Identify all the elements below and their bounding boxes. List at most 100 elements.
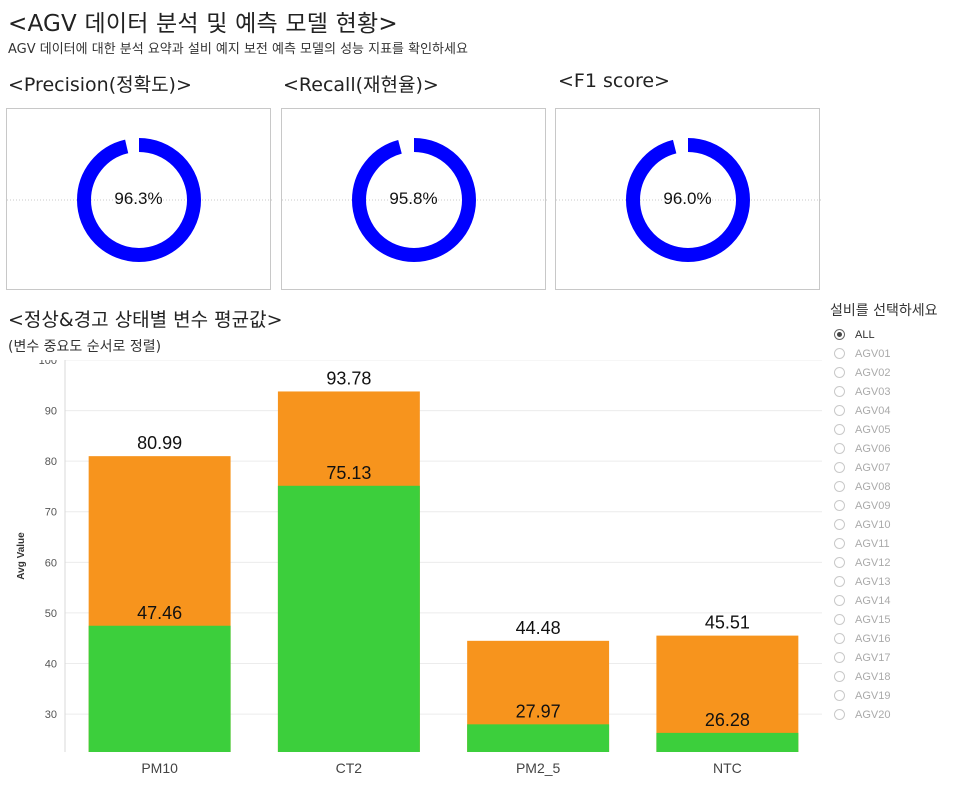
filter-option-agv05[interactable]: AGV05 bbox=[834, 420, 890, 439]
warning-value-label: 44.48 bbox=[516, 618, 561, 638]
filter-option-agv10[interactable]: AGV10 bbox=[834, 515, 890, 534]
filter-option-agv06[interactable]: AGV06 bbox=[834, 439, 890, 458]
filter-option-label: AGV17 bbox=[855, 651, 891, 664]
filter-option-label: ALL bbox=[855, 328, 875, 341]
radio-icon[interactable] bbox=[834, 614, 845, 625]
bar-warning[interactable] bbox=[656, 635, 799, 752]
f1-donut bbox=[556, 138, 821, 262]
recall-title: <Recall(재현율)> bbox=[283, 74, 439, 96]
bar-chart[interactable]: 30 40 50 60 70 80 90 100 Avg Value 80.99 47.46 PM10… bbox=[0, 360, 830, 789]
filter-option-label: AGV18 bbox=[855, 670, 891, 683]
radio-icon[interactable] bbox=[834, 671, 845, 682]
filter-option-agv15[interactable]: AGV15 bbox=[834, 610, 890, 629]
x-tick-label: PM10 bbox=[141, 760, 178, 776]
filter-option-agv16[interactable]: AGV16 bbox=[834, 629, 890, 648]
normal-value-label: 75.13 bbox=[326, 463, 371, 483]
filter-option-label: AGV15 bbox=[855, 613, 891, 626]
y-tick-label: 60 bbox=[45, 557, 57, 569]
radio-icon[interactable] bbox=[834, 443, 845, 454]
y-tick-label: 50 bbox=[45, 608, 57, 620]
filter-option-label: AGV20 bbox=[855, 708, 891, 721]
f1-card[interactable]: 96.0% bbox=[555, 108, 821, 290]
filter-option-agv20[interactable]: AGV20 bbox=[834, 705, 890, 724]
f1-value: 96.0% bbox=[663, 189, 712, 208]
warning-value-label: 93.78 bbox=[326, 368, 371, 388]
radio-icon[interactable] bbox=[834, 595, 845, 606]
filter-option-agv13[interactable]: AGV13 bbox=[834, 572, 890, 591]
filter-option-all[interactable]: ALL bbox=[834, 325, 890, 344]
recall-card[interactable]: 95.8% bbox=[281, 108, 547, 290]
radio-icon[interactable] bbox=[834, 500, 845, 511]
radio-icon[interactable] bbox=[834, 424, 845, 435]
y-tick-label: 90 bbox=[45, 406, 57, 418]
radio-icon[interactable] bbox=[834, 348, 845, 359]
bar-normal[interactable] bbox=[656, 732, 799, 752]
filter-option-agv18[interactable]: AGV18 bbox=[834, 667, 890, 686]
precision-donut bbox=[7, 138, 272, 262]
bar-normal[interactable] bbox=[467, 724, 610, 752]
radio-icon[interactable] bbox=[834, 690, 845, 701]
filter-option-agv11[interactable]: AGV11 bbox=[834, 534, 890, 553]
filter-option-label: AGV01 bbox=[855, 347, 891, 360]
chart-section-title: <정상&경고 상태별 변수 평균값> bbox=[8, 309, 283, 331]
kpi-ring-arc bbox=[352, 138, 476, 262]
radio-icon[interactable] bbox=[834, 633, 845, 644]
filter-option-agv19[interactable]: AGV19 bbox=[834, 686, 890, 705]
filter-option-label: AGV19 bbox=[855, 689, 891, 702]
filter-option-label: AGV13 bbox=[855, 575, 891, 588]
filter-option-agv03[interactable]: AGV03 bbox=[834, 382, 890, 401]
filter-option-agv04[interactable]: AGV04 bbox=[834, 401, 890, 420]
precision-title: <Precision(정확도)> bbox=[8, 74, 192, 96]
chart-section-subtitle: (변수 중요도 순서로 정렬) bbox=[8, 339, 162, 355]
filter-option-agv17[interactable]: AGV17 bbox=[834, 648, 890, 667]
radio-icon[interactable] bbox=[834, 405, 845, 416]
filter-option-label: AGV14 bbox=[855, 594, 891, 607]
filter-option-agv01[interactable]: AGV01 bbox=[834, 344, 890, 363]
bar-normal[interactable] bbox=[88, 625, 231, 752]
filter-option-label: AGV04 bbox=[855, 404, 891, 417]
normal-value-label: 27.97 bbox=[516, 701, 561, 721]
warning-value-label: 45.51 bbox=[705, 613, 750, 633]
y-tick-label: 100 bbox=[39, 360, 57, 367]
f1-title: <F1 score> bbox=[558, 70, 670, 92]
radio-icon[interactable] bbox=[834, 557, 845, 568]
precision-card[interactable]: 96.3% bbox=[6, 108, 272, 290]
radio-icon[interactable] bbox=[834, 519, 845, 530]
radio-icon[interactable] bbox=[834, 709, 845, 720]
filter-option-label: AGV02 bbox=[855, 366, 891, 379]
y-tick-label: 30 bbox=[45, 709, 57, 721]
filter-option-label: AGV16 bbox=[855, 632, 891, 645]
radio-icon[interactable] bbox=[834, 329, 845, 340]
filter-option-agv14[interactable]: AGV14 bbox=[834, 591, 890, 610]
y-tick-label: 40 bbox=[45, 658, 57, 670]
normal-value-label: 26.28 bbox=[705, 710, 750, 730]
radio-icon[interactable] bbox=[834, 386, 845, 397]
precision-value: 96.3% bbox=[114, 189, 163, 208]
page-subtitle: AGV 데이터에 대한 분석 요약과 설비 예지 보전 예측 모델의 성능 지표… bbox=[8, 42, 468, 57]
filter-option-agv09[interactable]: AGV09 bbox=[834, 496, 890, 515]
filter-option-agv12[interactable]: AGV12 bbox=[834, 553, 890, 572]
radio-icon[interactable] bbox=[834, 462, 845, 473]
radio-icon[interactable] bbox=[834, 652, 845, 663]
recall-donut bbox=[282, 138, 547, 262]
radio-icon[interactable] bbox=[834, 481, 845, 492]
y-axis-label: Avg Value bbox=[16, 532, 27, 580]
x-tick-label: NTC bbox=[713, 760, 742, 776]
radio-icon[interactable] bbox=[834, 576, 845, 587]
filter-option-label: AGV06 bbox=[855, 442, 891, 455]
radio-icon[interactable] bbox=[834, 367, 845, 378]
filter-option-agv08[interactable]: AGV08 bbox=[834, 477, 890, 496]
radio-icon[interactable] bbox=[834, 538, 845, 549]
agv-filter[interactable]: ALL AGV01 AGV02 AGV03 AGV04 AGV05 AGV06 AGV07 AG… bbox=[834, 325, 890, 724]
filter-option-label: AGV03 bbox=[855, 385, 891, 398]
filter-option-label: AGV12 bbox=[855, 556, 891, 569]
filter-option-label: AGV10 bbox=[855, 518, 891, 531]
x-tick-label: PM2_5 bbox=[516, 760, 561, 776]
x-tick-label: CT2 bbox=[336, 760, 363, 776]
bar-normal[interactable] bbox=[277, 485, 420, 752]
recall-value: 95.8% bbox=[389, 189, 438, 208]
filter-option-label: AGV08 bbox=[855, 480, 891, 493]
filter-option-agv02[interactable]: AGV02 bbox=[834, 363, 890, 382]
filter-option-agv07[interactable]: AGV07 bbox=[834, 458, 890, 477]
kpi-ring-arc bbox=[77, 138, 201, 262]
